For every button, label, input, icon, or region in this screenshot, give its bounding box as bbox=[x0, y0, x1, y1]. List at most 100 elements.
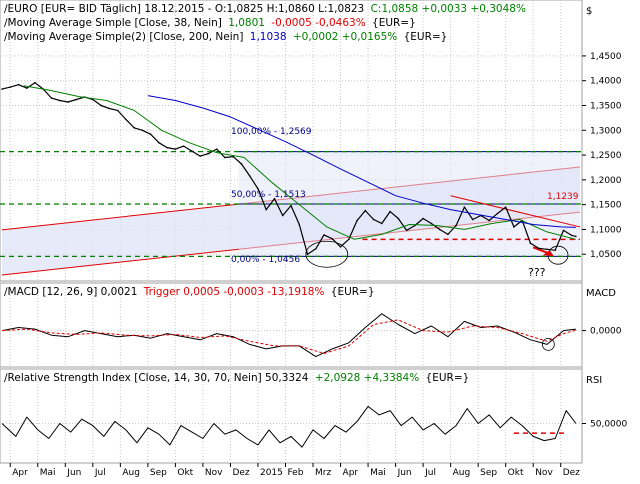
macd-legend: ∕MACD [12, 26, 9] 0,0021 Trigger 0,0005 … bbox=[4, 286, 375, 298]
price-point bbox=[174, 148, 177, 150]
price-point bbox=[67, 101, 69, 103]
series-layer bbox=[1, 81, 577, 448]
ma200-unit: {EUR=} bbox=[404, 31, 448, 43]
price-y-tick-label: 1,1000 bbox=[590, 225, 622, 235]
price-y-tick-label: 1,3000 bbox=[590, 126, 622, 136]
x-tick-label: Okt bbox=[177, 468, 193, 478]
price-point bbox=[372, 218, 375, 221]
price-point bbox=[356, 219, 358, 222]
macd-line-icon: ∕ bbox=[4, 286, 8, 298]
price-y-tick-label: 1,1500 bbox=[590, 201, 622, 211]
main-legend-ma200: ∕Moving Average Simple(2) [Close, 200, N… bbox=[4, 31, 447, 43]
question-marks: ??? bbox=[528, 266, 546, 279]
x-tick-label: Mai bbox=[370, 468, 386, 478]
price-y-tick-label: 1,2500 bbox=[590, 151, 622, 161]
x-tick-label: Jul bbox=[424, 468, 436, 478]
price-point bbox=[34, 81, 36, 84]
price-point bbox=[149, 133, 152, 136]
price-point bbox=[257, 187, 259, 190]
macd-title: MACD [12, 26, 9] 0,0021 bbox=[8, 286, 138, 298]
price-point bbox=[471, 218, 474, 221]
price-point bbox=[575, 235, 577, 238]
macd-y-tick-label: 0,0000 bbox=[590, 327, 622, 337]
double-bottom-ellipse bbox=[305, 240, 349, 268]
price-point bbox=[323, 234, 325, 236]
x-tick-label: Aug bbox=[453, 468, 471, 478]
price-point bbox=[232, 155, 234, 158]
macd-pane bbox=[0, 282, 583, 368]
price-point bbox=[273, 197, 276, 200]
price-point bbox=[265, 208, 268, 211]
axis-layer: Apr Mai Jun Jul Aug Sep Okt Nov Dez 2015 Feb Mrz Apr… bbox=[9, 52, 627, 478]
x-tick-label: 2015 bbox=[260, 468, 283, 478]
channel-price-label: 1,1239 bbox=[547, 192, 579, 202]
currency-label: $ bbox=[586, 6, 592, 17]
price-point bbox=[422, 217, 424, 220]
close-change-text: C:1,0858 +0,0033 +0,3048% bbox=[371, 3, 526, 15]
price-point bbox=[108, 107, 111, 110]
price-point bbox=[438, 228, 441, 231]
price-point bbox=[314, 247, 317, 250]
ma200-value: 1,1038 bbox=[250, 31, 287, 43]
x-tick-label: Feb bbox=[287, 468, 303, 478]
price-point bbox=[125, 118, 127, 121]
price-point bbox=[207, 152, 210, 155]
ma-line-icon: ∕ bbox=[4, 17, 8, 29]
price-point bbox=[306, 253, 309, 256]
x-tick-label: Sep bbox=[480, 468, 497, 478]
price-point bbox=[50, 97, 53, 99]
price-point bbox=[224, 156, 226, 159]
price-point bbox=[116, 109, 119, 112]
ma38-name: Moving Average Simple [Close, 38, Nein] bbox=[8, 17, 222, 29]
price-point bbox=[455, 224, 457, 227]
chart-arrow-icon: ∕ bbox=[4, 3, 8, 15]
down-arrow-head bbox=[542, 250, 554, 257]
price-point bbox=[537, 247, 540, 250]
x-tick-label: Jun bbox=[66, 468, 81, 478]
price-point bbox=[562, 229, 565, 232]
trigger-line bbox=[1, 319, 577, 354]
x-tick-label: Apr bbox=[343, 468, 359, 478]
price-point bbox=[166, 146, 168, 149]
x-tick-label: Nov bbox=[535, 468, 553, 478]
price-point bbox=[298, 223, 301, 226]
rsi-change-text: +2,0928 +4,3384% bbox=[315, 372, 419, 384]
price-point bbox=[339, 245, 342, 248]
rsi-pane bbox=[0, 368, 583, 464]
rsi-title: Relative Strength Index [Close, 14, 30, … bbox=[8, 372, 309, 384]
price-point bbox=[496, 212, 499, 215]
price-point bbox=[546, 248, 548, 251]
fibo-0-label: 0,00% - 1,0456 bbox=[231, 255, 300, 265]
macd-trigger-text: Trigger 0,0005 -0,0003 -13,1918% bbox=[143, 286, 325, 298]
price-point bbox=[17, 83, 20, 86]
fibo-100-label: 100,00% - 1,2569 bbox=[231, 127, 312, 137]
price-point bbox=[59, 99, 61, 102]
price-y-tick-label: 1,3500 bbox=[590, 101, 622, 111]
price-point bbox=[75, 98, 78, 101]
price-point bbox=[554, 249, 557, 252]
rsi-line-icon: ∕ bbox=[4, 372, 8, 384]
price-point bbox=[513, 226, 515, 228]
descending-trend-line bbox=[450, 195, 581, 228]
x-tick-label: Mai bbox=[40, 468, 56, 478]
price-point bbox=[397, 217, 400, 220]
price-point bbox=[389, 210, 391, 213]
price-point bbox=[215, 148, 218, 150]
macd-unit: {EUR=} bbox=[331, 286, 375, 298]
main-legend-symbol: ∕EURO [EUR= BID Täglich] 18.12.2015 - O:… bbox=[4, 3, 526, 15]
price-point bbox=[191, 150, 193, 152]
macd-axis-title: MACD bbox=[586, 288, 616, 299]
x-tick-label: Sep bbox=[150, 468, 167, 478]
rsi-unit: {EUR=} bbox=[426, 372, 470, 384]
ma38-value: 1,0801 bbox=[228, 17, 265, 29]
price-point bbox=[430, 222, 433, 225]
ma200-change: +0,0002 +0,0165% bbox=[293, 31, 397, 43]
price-point bbox=[240, 163, 243, 165]
ma200-name: Moving Average Simple(2) [Close, 200, Ne… bbox=[8, 31, 244, 43]
price-point bbox=[529, 242, 532, 245]
price-point bbox=[1, 88, 3, 90]
price-point bbox=[199, 155, 201, 157]
ma38-change: -0,0005 -0,0463% bbox=[271, 17, 365, 29]
x-tick-label: Dez bbox=[563, 468, 580, 478]
